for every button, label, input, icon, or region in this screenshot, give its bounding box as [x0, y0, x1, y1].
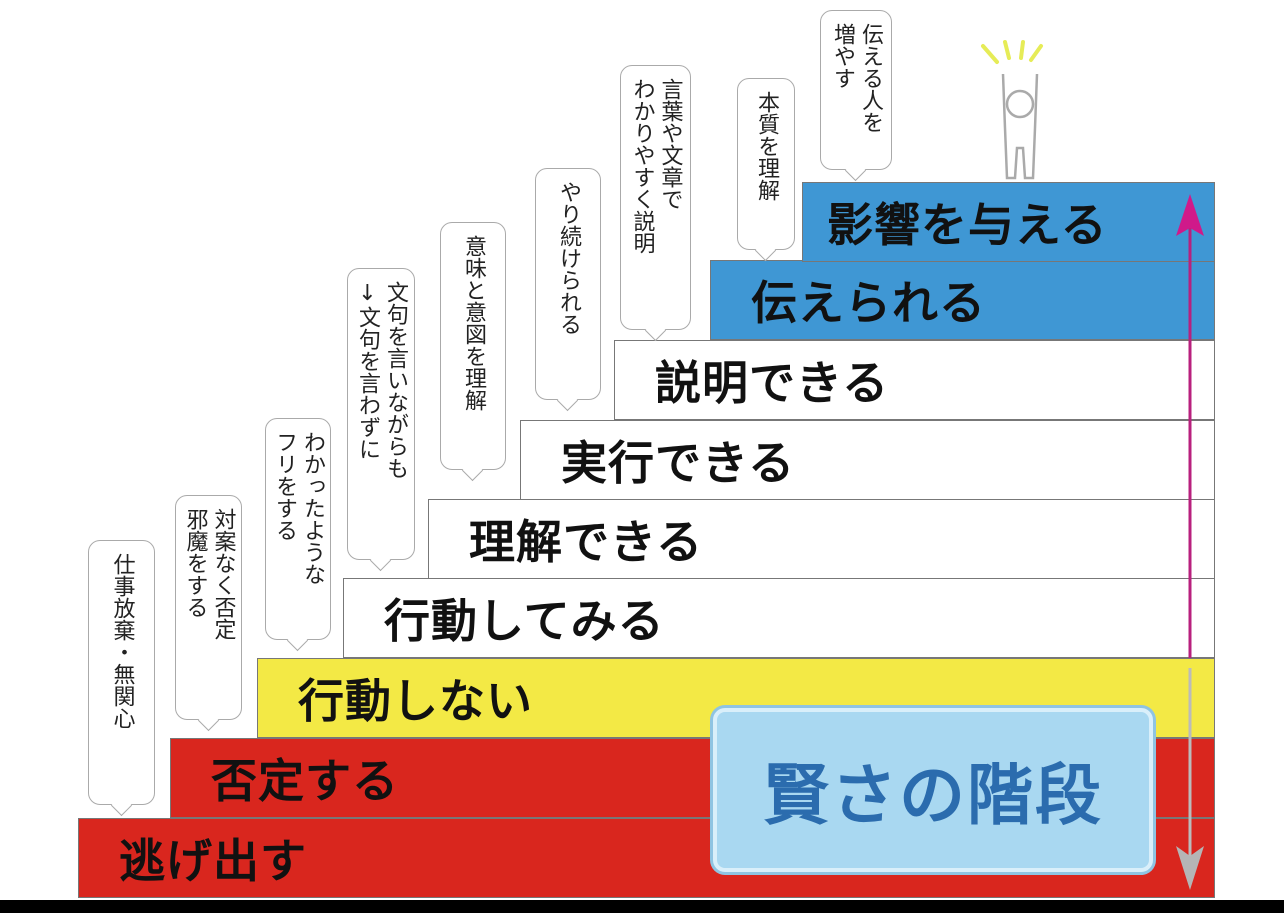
- step-label: 伝えられる: [751, 276, 986, 330]
- callout-2: 対案なく否定 邪魔をする: [175, 495, 242, 720]
- step-4: 行動してみる: [343, 578, 1215, 658]
- step-label: 行動してみる: [384, 594, 665, 648]
- person-cheering-icon: [981, 40, 1043, 180]
- step-8: 伝えられる: [710, 260, 1215, 340]
- callout-7: 言葉や文章で わかりやすく説明: [620, 65, 691, 330]
- callout-text: 意味と意図を理解: [461, 235, 486, 411]
- step-7: 説明できる: [614, 340, 1215, 420]
- callout-9: 伝える人を 増やす: [820, 10, 892, 170]
- arrow-up-icon: [1176, 194, 1204, 658]
- callout-text: 伝える人を 増やす: [830, 23, 883, 133]
- arrow-down-icon: [1176, 668, 1204, 890]
- step-5: 理解できる: [428, 499, 1215, 579]
- callout-text: 仕事放棄・無関心: [109, 553, 135, 729]
- callout-text: 言葉や文章で わかりやすく説明: [629, 78, 683, 254]
- title-box: 賢さの階段: [713, 708, 1153, 872]
- callout-text: わかったような フリをする: [272, 431, 325, 585]
- callout-8: 本質を理解: [737, 78, 795, 250]
- callout-text: 対案なく否定 邪魔をする: [182, 508, 236, 640]
- callout-text: やり続けられる: [556, 181, 581, 335]
- callout-text: 文句を言いながらも ↓文句を言わずに: [355, 281, 408, 479]
- step-9: 影響を与える: [802, 182, 1215, 262]
- bottom-bar: [0, 900, 1284, 913]
- step-label: 説明できる: [655, 356, 890, 410]
- step-label: 実行できる: [561, 436, 796, 490]
- step-label: 否定する: [211, 754, 399, 808]
- step-label: 逃げ出す: [119, 834, 307, 888]
- callout-1: 仕事放棄・無関心: [88, 540, 155, 805]
- step-label: 行動しない: [298, 674, 533, 728]
- callout-text: 本質を理解: [754, 91, 779, 201]
- step-label: 理解できる: [469, 515, 704, 569]
- callout-3: わかったような フリをする: [265, 418, 331, 640]
- step-6: 実行できる: [520, 420, 1215, 500]
- callout-5: 意味と意図を理解: [440, 222, 506, 470]
- callout-4: 文句を言いながらも ↓文句を言わずに: [347, 268, 415, 560]
- callout-6: やり続けられる: [535, 168, 601, 400]
- diagram-title: 賢さの階段: [763, 757, 1103, 834]
- step-label: 影響を与える: [827, 198, 1108, 252]
